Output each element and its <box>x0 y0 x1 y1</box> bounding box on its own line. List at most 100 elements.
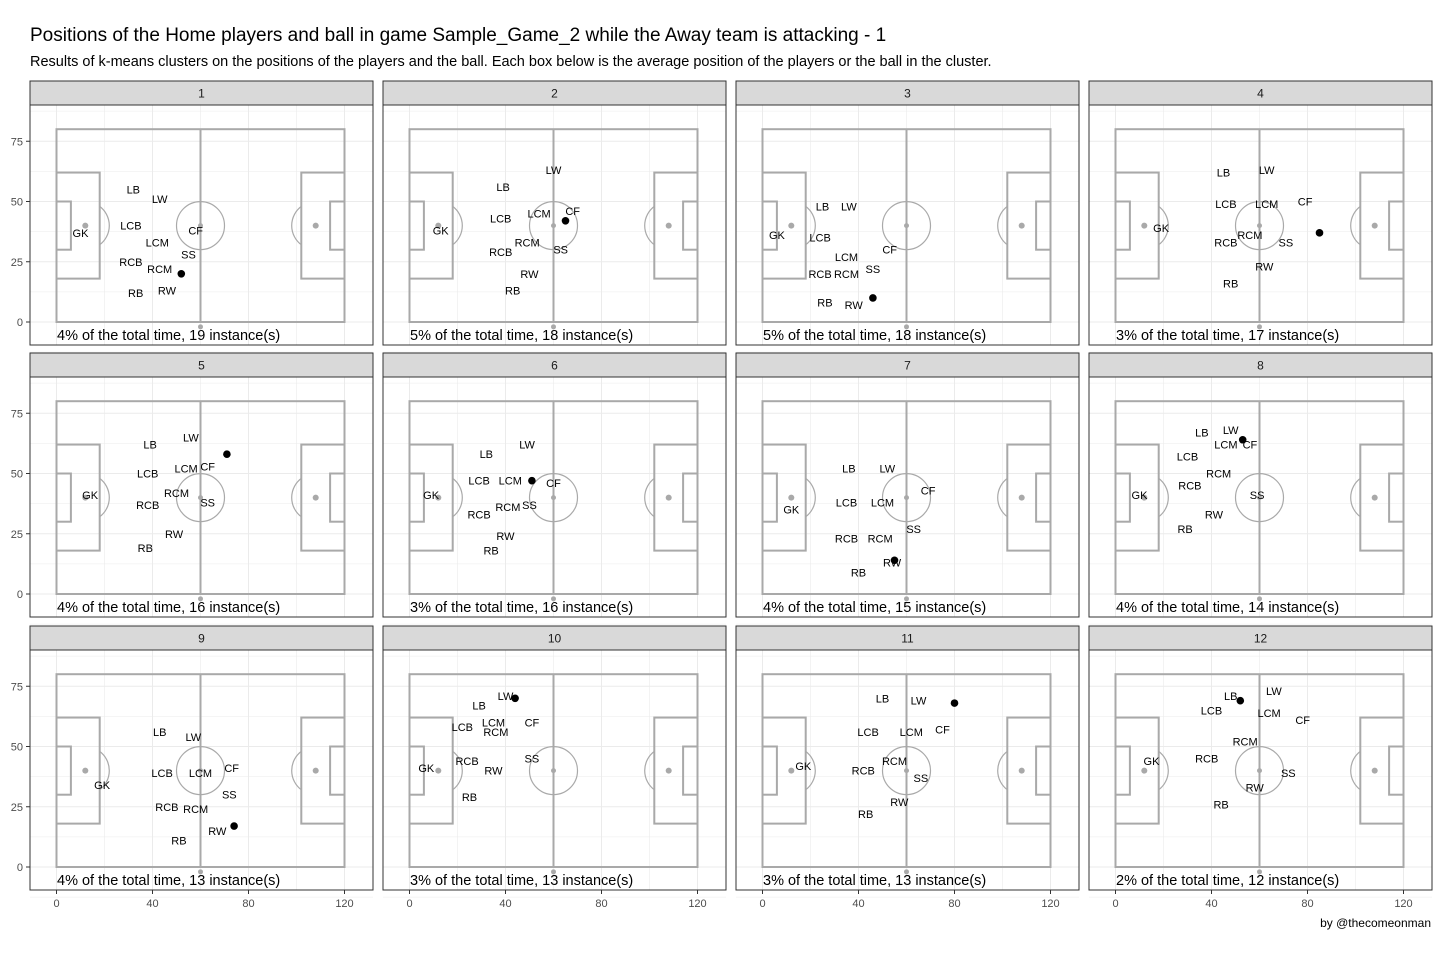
panel-border <box>1088 376 1433 618</box>
penalty-arc-left <box>99 205 110 246</box>
player-label: RCM <box>515 237 540 249</box>
penalty-spot-right <box>1371 222 1378 229</box>
panel-border <box>382 649 727 891</box>
centre-spot <box>551 223 556 229</box>
player-label: LCM <box>1214 440 1237 452</box>
goal-area-left <box>55 200 72 251</box>
player-label: LCM <box>499 476 522 488</box>
y-tick-label: 50 <box>11 469 23 481</box>
y-tick-label: 25 <box>11 257 23 269</box>
centre-circle <box>1234 745 1285 796</box>
player-label: RCB <box>835 534 858 546</box>
penalty-spot-right <box>665 767 672 774</box>
centre-spot <box>551 768 556 774</box>
ball-marker <box>177 270 186 278</box>
player-label: LB <box>127 184 140 196</box>
player-label: RB <box>858 809 873 821</box>
x-tick-label: 80 <box>595 898 607 910</box>
facet-strip-label: 3 <box>904 87 911 101</box>
centre-spot <box>1257 495 1262 501</box>
x-tick-label: 40 <box>852 898 864 910</box>
player-label: LCB <box>857 727 878 739</box>
player-label: LCB <box>809 233 830 245</box>
ball-marker <box>561 216 570 225</box>
goal-area-left <box>1114 472 1131 523</box>
penalty-spot-right <box>312 494 319 501</box>
penalty-arc-right <box>644 750 655 791</box>
player-label: RCB <box>1195 754 1218 766</box>
player-label: LCB <box>1201 705 1222 717</box>
centre-circle <box>528 201 579 251</box>
pitch-markings <box>55 673 346 869</box>
player-label: LCB <box>137 469 158 481</box>
centre-spot <box>904 768 909 774</box>
player-label: LCM <box>527 209 550 221</box>
facet-strip <box>382 352 727 378</box>
player-label: LCB <box>1215 199 1236 211</box>
panel-note: 4% of the total time, 19 instance(s) <box>57 328 280 344</box>
player-label: LB <box>1217 168 1230 180</box>
player-label: LCM <box>1255 199 1278 211</box>
kickoff-marker <box>904 324 909 330</box>
centre-spot <box>1257 768 1262 774</box>
player-label: RW <box>520 269 539 281</box>
player-label: LCB <box>490 213 511 225</box>
penalty-spot-left <box>435 494 442 501</box>
penalty-arc-left <box>452 750 463 791</box>
goal-area-right <box>1388 472 1405 523</box>
panel-border <box>29 104 374 346</box>
player-label: LB <box>472 701 485 713</box>
facet-panel-4: 4 GK LB LW LCB LCM CF RCM SS RCB RW RB 3% of the tot… <box>1088 80 1433 353</box>
ball-marker <box>890 556 899 565</box>
player-label: GK <box>1132 490 1149 502</box>
facet-strip-label: 7 <box>904 359 911 373</box>
player-label: LB <box>480 449 493 461</box>
player-label: LCM <box>482 717 505 729</box>
goal-area-right <box>682 200 699 251</box>
panel-border <box>735 649 1080 891</box>
panel-note: 5% of the total time, 18 instance(s) <box>763 328 986 344</box>
player-label: LW <box>185 732 201 744</box>
player-label: RW <box>890 797 909 809</box>
player-label: LW <box>841 201 857 213</box>
player-label: RCB <box>489 247 512 259</box>
player-label: RB <box>462 792 477 804</box>
player-label: CF <box>921 485 936 497</box>
player-label: CF <box>546 478 561 490</box>
facet-strip <box>1088 352 1433 378</box>
player-label: RCM <box>147 264 172 276</box>
player-label: RW <box>845 300 864 312</box>
player-label: RB <box>483 546 498 558</box>
penalty-spot-right <box>1371 767 1378 774</box>
player-label: CF <box>1243 440 1258 452</box>
player-label: LB <box>842 464 855 476</box>
player-label: CF <box>200 461 215 473</box>
player-label: LW <box>1223 425 1239 437</box>
centre-circle <box>175 473 226 523</box>
player-label: RW <box>484 766 503 778</box>
player-label: LCM <box>900 727 923 739</box>
penalty-spot-right <box>1371 494 1378 501</box>
facet-strip <box>735 352 1080 378</box>
player-label: CF <box>565 206 580 218</box>
panel-border <box>382 104 727 346</box>
centre-spot <box>198 495 203 501</box>
player-label: RCM <box>483 727 508 739</box>
facet-strip-label: 9 <box>198 632 205 646</box>
player-label: RCB <box>852 766 875 778</box>
player-label: SS <box>1250 490 1265 502</box>
facet-panel-12: 12 LB LW LCB LCM CF RCM GK RCB SS RW RB 2% of the to… <box>1088 625 1433 898</box>
y-tick-label: 0 <box>17 589 23 601</box>
player-label: RCB <box>1178 481 1201 493</box>
penalty-spot-left <box>788 494 795 501</box>
player-label: LW <box>519 440 535 452</box>
panel-note: 3% of the total time, 13 instance(s) <box>410 873 633 889</box>
player-label: RB <box>1223 278 1238 290</box>
penalty-arc-right <box>291 205 302 246</box>
penalty-spot-left <box>82 494 89 501</box>
panel-border <box>382 376 727 618</box>
chart-caption: by @thecomeonman <box>1320 916 1431 930</box>
player-label: GK <box>94 780 111 792</box>
player-label: LB <box>1195 428 1208 440</box>
penalty-spot-right <box>1018 494 1025 501</box>
